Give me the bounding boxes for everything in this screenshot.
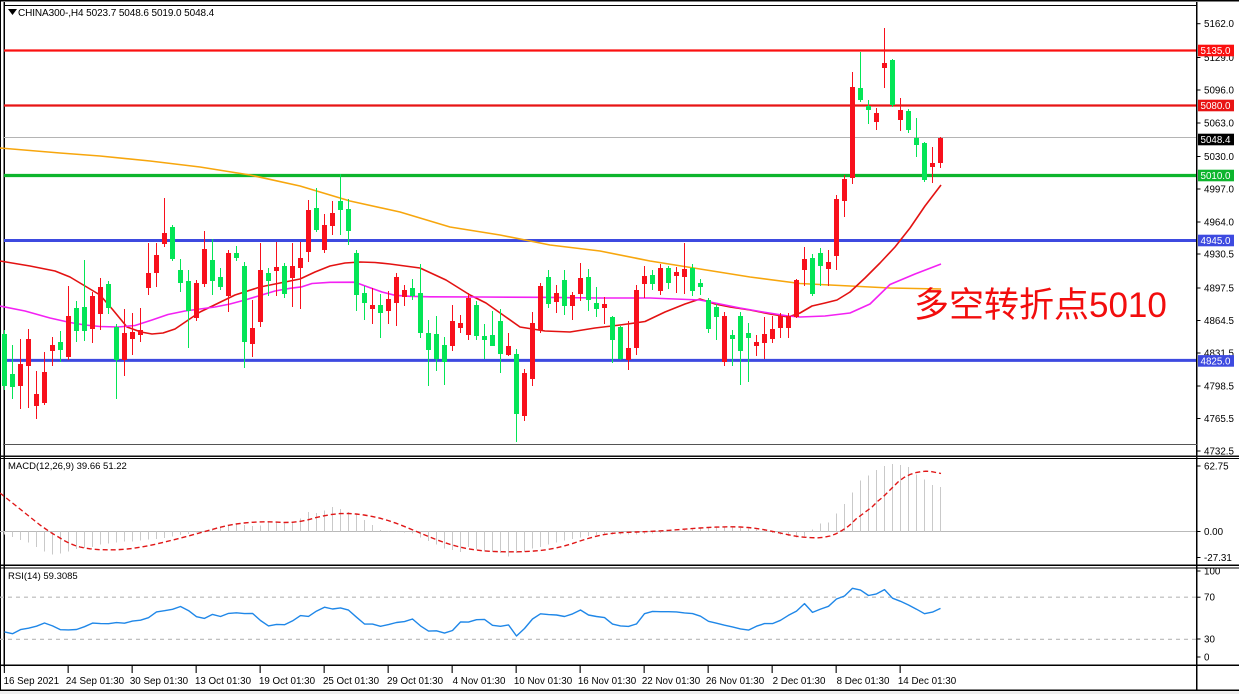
svg-text:62.75: 62.75	[1204, 461, 1229, 472]
svg-text:多空转折点5010: 多空转折点5010	[914, 286, 1167, 325]
svg-text:14 Dec 01:30: 14 Dec 01:30	[898, 676, 957, 687]
svg-text:16 Nov 01:30: 16 Nov 01:30	[578, 676, 637, 687]
svg-text:4831.5: 4831.5	[1204, 348, 1235, 359]
svg-text:5010.0: 5010.0	[1201, 171, 1232, 182]
svg-text:5162.0: 5162.0	[1204, 19, 1235, 30]
svg-text:5063.0: 5063.0	[1204, 118, 1235, 129]
svg-text:13 Oct 01:30: 13 Oct 01:30	[195, 676, 252, 687]
svg-text:24 Sep 01:30: 24 Sep 01:30	[66, 676, 125, 687]
svg-text:5135.0: 5135.0	[1201, 46, 1232, 57]
svg-text:10 Nov 01:30: 10 Nov 01:30	[514, 676, 573, 687]
svg-text:26 Nov 01:30: 26 Nov 01:30	[706, 676, 765, 687]
svg-text:100: 100	[1204, 566, 1221, 577]
svg-text:5096.0: 5096.0	[1204, 85, 1235, 96]
svg-text:2 Dec 01:30: 2 Dec 01:30	[773, 676, 826, 687]
svg-text:4 Nov 01:30: 4 Nov 01:30	[453, 676, 506, 687]
svg-text:4825.0: 4825.0	[1201, 357, 1232, 368]
svg-text:19 Oct 01:30: 19 Oct 01:30	[259, 676, 316, 687]
svg-text:-27.31: -27.31	[1204, 553, 1232, 564]
svg-text:30 Sep 01:30: 30 Sep 01:30	[130, 676, 189, 687]
svg-text:5129.0: 5129.0	[1204, 53, 1235, 64]
svg-text:70: 70	[1204, 593, 1215, 604]
svg-text:16 Sep 2021: 16 Sep 2021	[4, 676, 60, 687]
svg-text:CHINA300-,H4 5023.7 5048.6 50: CHINA300-,H4 5023.7 5048.6 5019.0 5048.4	[18, 8, 215, 19]
svg-text:0: 0	[1204, 652, 1210, 663]
svg-text:RSI(14) 59.3085: RSI(14) 59.3085	[8, 571, 78, 582]
svg-text:4930.5: 4930.5	[1204, 249, 1235, 260]
svg-text:8 Dec 01:30: 8 Dec 01:30	[837, 676, 890, 687]
svg-text:5080.0: 5080.0	[1201, 101, 1232, 112]
svg-text:0.00: 0.00	[1204, 527, 1224, 538]
svg-text:4765.5: 4765.5	[1204, 414, 1235, 425]
svg-text:5030.0: 5030.0	[1204, 152, 1235, 163]
svg-text:30: 30	[1204, 634, 1215, 645]
svg-text:4732.5: 4732.5	[1204, 446, 1235, 457]
svg-text:25 Oct 01:30: 25 Oct 01:30	[323, 676, 380, 687]
svg-text:22 Nov 01:30: 22 Nov 01:30	[642, 676, 701, 687]
svg-text:29 Oct 01:30: 29 Oct 01:30	[387, 676, 444, 687]
svg-text:4997.0: 4997.0	[1204, 184, 1235, 195]
svg-text:MACD(12,26,9) 39.66 51.22: MACD(12,26,9) 39.66 51.22	[8, 461, 127, 472]
svg-text:4897.5: 4897.5	[1204, 283, 1235, 294]
svg-text:4945.0: 4945.0	[1201, 236, 1232, 247]
svg-text:4964.0: 4964.0	[1204, 217, 1235, 228]
svg-text:4798.5: 4798.5	[1204, 381, 1235, 392]
svg-text:5048.4: 5048.4	[1201, 135, 1232, 146]
svg-text:4864.5: 4864.5	[1204, 316, 1235, 327]
